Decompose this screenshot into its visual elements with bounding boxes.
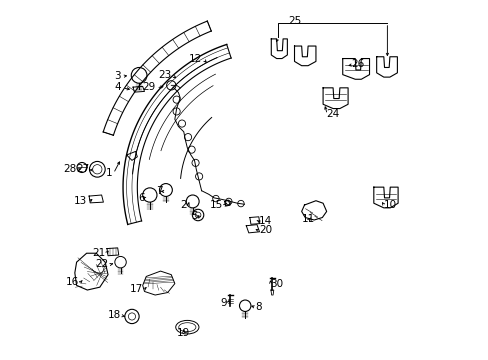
Text: 1: 1 xyxy=(105,168,112,178)
Text: 28: 28 xyxy=(63,164,77,174)
Text: 7: 7 xyxy=(155,186,162,196)
Text: 10: 10 xyxy=(383,200,396,210)
Text: 22: 22 xyxy=(95,259,108,269)
Text: 4: 4 xyxy=(114,82,121,92)
Text: 2: 2 xyxy=(181,200,187,210)
Text: 25: 25 xyxy=(287,16,301,26)
Text: 9: 9 xyxy=(220,298,227,308)
Text: 14: 14 xyxy=(258,216,271,226)
Text: 5: 5 xyxy=(191,211,198,221)
Text: 6: 6 xyxy=(138,193,144,203)
Text: 13: 13 xyxy=(74,197,87,206)
Text: 24: 24 xyxy=(326,109,339,119)
Text: 8: 8 xyxy=(255,302,261,312)
Text: 27: 27 xyxy=(76,164,89,174)
Text: 11: 11 xyxy=(302,214,315,224)
Text: 19: 19 xyxy=(177,328,190,338)
Text: 29: 29 xyxy=(142,82,155,92)
Text: 3: 3 xyxy=(114,71,121,81)
Text: 23: 23 xyxy=(158,69,171,80)
Text: 21: 21 xyxy=(92,248,105,258)
Text: 15: 15 xyxy=(209,200,223,210)
Text: 12: 12 xyxy=(188,54,201,64)
Text: 20: 20 xyxy=(258,225,271,235)
Text: 18: 18 xyxy=(108,310,121,320)
Text: 30: 30 xyxy=(270,279,283,289)
Text: 26: 26 xyxy=(351,59,364,69)
Text: 16: 16 xyxy=(66,277,80,287)
Text: 17: 17 xyxy=(129,284,142,294)
